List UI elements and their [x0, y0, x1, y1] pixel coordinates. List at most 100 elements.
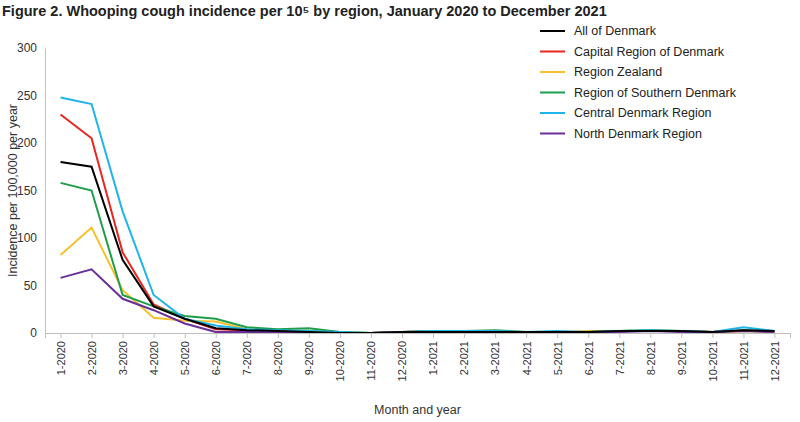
x-tick-mark — [526, 333, 527, 338]
legend-label: Region of Southern Denmark — [574, 86, 737, 100]
x-tick: 6-2021 — [583, 333, 595, 375]
legend-entry: Region Zealand — [540, 65, 662, 79]
x-tick-label: 4-2020 — [148, 341, 160, 375]
y-tick: 250 — [17, 89, 45, 103]
x-tick-label: 9-2020 — [303, 341, 315, 375]
y-axis: 050100150200250300 — [17, 41, 46, 340]
x-tick-label: 3-2020 — [117, 341, 129, 375]
x-tick-label: 10-2021 — [707, 341, 719, 381]
x-tick: 5-2020 — [179, 333, 191, 375]
x-tick: 10-2020 — [334, 333, 346, 381]
x-tick-mark — [774, 333, 775, 338]
y-tick-label: 150 — [17, 184, 37, 198]
lines — [61, 97, 775, 333]
y-tick-label: 100 — [17, 231, 37, 245]
x-tick-mark — [278, 333, 279, 338]
x-tick-label: 11-2021 — [738, 341, 750, 381]
legend-label: North Denmark Region — [574, 127, 702, 141]
y-tick-label: 50 — [24, 279, 38, 293]
y-tick: 50 — [24, 279, 45, 293]
legend-swatch — [540, 133, 565, 135]
x-tick-label: 4-2021 — [520, 341, 532, 375]
x-axis-title: Month and year — [374, 403, 461, 417]
x-tick: 4-2020 — [148, 333, 160, 375]
legend-swatch — [540, 71, 565, 73]
legend-entry: North Denmark Region — [540, 127, 702, 141]
x-tick: 7-2020 — [241, 333, 253, 375]
legend-label: Central Denmark Region — [574, 106, 712, 120]
x-tick-label: 6-2020 — [210, 341, 222, 375]
x-tick: 9-2021 — [676, 333, 688, 375]
x-tick-mark — [247, 333, 248, 338]
x-tick-label: 11-2020 — [365, 341, 377, 381]
x-tick-label: 10-2020 — [334, 341, 346, 381]
series-line — [61, 269, 775, 333]
series-line — [61, 228, 775, 333]
x-axis-line — [46, 334, 791, 339]
x-tick-label: 8-2021 — [645, 341, 657, 375]
y-tick-label: 200 — [17, 136, 37, 150]
x-tick-mark — [340, 333, 341, 338]
legend: All of Denmark Capital Region of Denmark R… — [540, 24, 737, 141]
x-tick: 5-2021 — [552, 333, 564, 375]
title: Figure 2. Whooping cough incidence per 1… — [2, 3, 607, 19]
y-tick: 150 — [17, 184, 45, 198]
series-line — [61, 162, 775, 333]
y-tick-label: 0 — [30, 326, 37, 340]
x-tick: 6-2020 — [210, 333, 222, 375]
legend-label: All of Denmark — [574, 24, 657, 38]
x-tick: 2-2021 — [458, 333, 470, 375]
legend-swatch — [540, 112, 565, 114]
x-tick-mark — [557, 333, 558, 338]
x-tick-mark — [588, 333, 589, 338]
x-tick-mark — [154, 333, 155, 338]
legend-swatch — [540, 30, 565, 32]
series-line — [61, 115, 775, 334]
x-tick-mark — [433, 333, 434, 338]
x-tick-mark — [123, 333, 124, 338]
x-tick-mark — [619, 333, 620, 338]
x-tick: 1-2021 — [427, 333, 439, 375]
legend-entry: Central Denmark Region — [540, 106, 712, 120]
x-tick: 8-2021 — [645, 333, 657, 375]
x-tick-mark — [92, 333, 93, 338]
legend-entry: All of Denmark — [540, 24, 657, 38]
legend-swatch — [540, 51, 565, 53]
x-tick-label: 7-2020 — [241, 341, 253, 375]
x-tick-label: 3-2021 — [489, 341, 501, 375]
y-tick: 100 — [17, 231, 45, 245]
x-tick-mark — [464, 333, 465, 338]
y-axis-line — [45, 49, 46, 334]
x-tick-label: 9-2021 — [676, 341, 688, 375]
x-tick: 7-2021 — [614, 333, 626, 375]
x-tick-mark — [371, 333, 372, 338]
y-tick: 0 — [30, 326, 45, 340]
legend-entry: Capital Region of Denmark — [540, 45, 725, 59]
x-tick: 3-2021 — [489, 333, 501, 375]
x-tick-label: 6-2021 — [583, 341, 595, 375]
x-tick: 11-2021 — [738, 333, 750, 381]
x-tick: 10-2021 — [707, 333, 719, 381]
x-tick-label: 12-2020 — [396, 341, 408, 381]
x-tick-label: 5-2020 — [179, 341, 191, 375]
x-tick: 1-2020 — [55, 333, 67, 375]
x-tick-label: 8-2020 — [272, 341, 284, 375]
series-line — [61, 97, 775, 333]
x-tick-mark — [402, 333, 403, 338]
x-tick-mark — [185, 333, 186, 338]
x-tick: 11-2020 — [365, 333, 377, 381]
x-tick: 12-2021 — [769, 333, 781, 381]
x-tick-label: 12-2021 — [769, 341, 781, 381]
x-tick: 8-2020 — [272, 333, 284, 375]
x-axis: 1-20202-20203-20204-20205-20206-20207-20… — [46, 333, 791, 381]
y-tick: 200 — [17, 136, 45, 150]
legend-entry: Region of Southern Denmark — [540, 86, 737, 100]
x-tick: 12-2020 — [396, 333, 408, 381]
x-tick: 9-2020 — [303, 333, 315, 375]
x-tick-label: 1-2021 — [427, 341, 439, 375]
chart: Figure 2. Whooping cough incidence per 1… — [0, 0, 800, 422]
x-tick-label: 1-2020 — [55, 341, 67, 375]
x-tick-mark — [743, 333, 744, 338]
legend-swatch — [540, 92, 565, 94]
y-axis-title: Incidence per 100,000 per year — [6, 104, 20, 277]
